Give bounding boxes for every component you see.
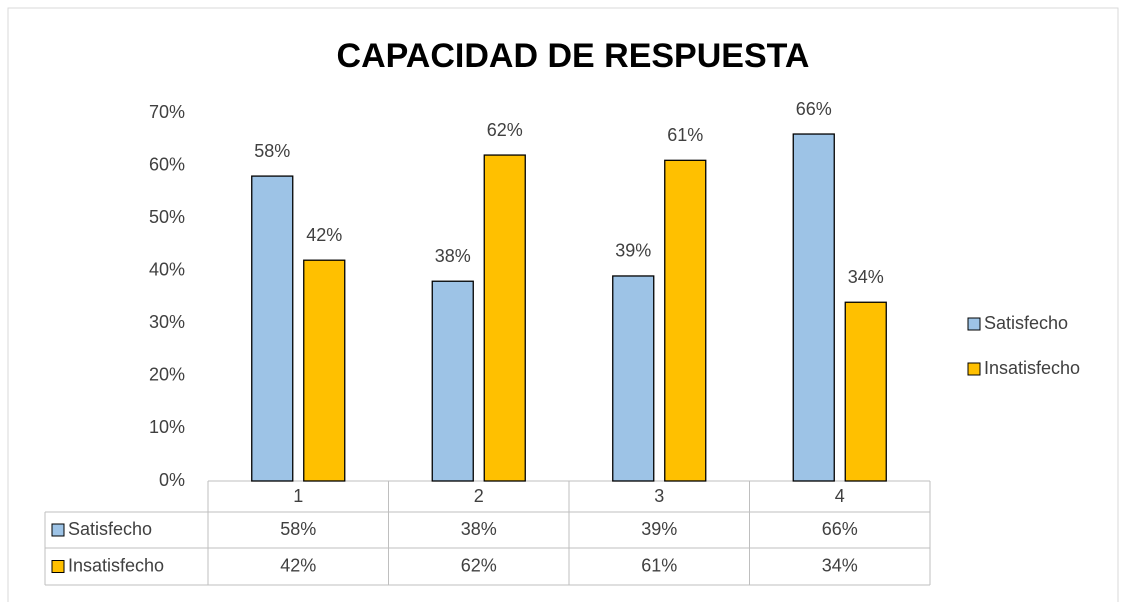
- y-tick-label: 50%: [149, 207, 185, 227]
- y-tick-label: 0%: [159, 470, 185, 490]
- y-tick-label: 60%: [149, 154, 185, 174]
- y-tick-label: 20%: [149, 365, 185, 385]
- data-label: 61%: [667, 125, 703, 145]
- data-label: 66%: [796, 99, 832, 119]
- bar: [844, 301, 887, 482]
- table-cell: 66%: [822, 519, 858, 539]
- data-label: 58%: [254, 141, 290, 161]
- bar: [303, 259, 346, 482]
- legend-key: [967, 362, 981, 376]
- bar: [612, 275, 655, 482]
- chart-border: [7, 7, 1119, 602]
- legend-label: Insatisfecho: [984, 358, 1080, 378]
- x-tick-label: 2: [474, 486, 484, 506]
- data-label: 38%: [435, 246, 471, 266]
- x-tick-label: 1: [293, 486, 303, 506]
- data-label: 42%: [306, 225, 342, 245]
- table-cell: 34%: [822, 555, 858, 575]
- bar: [483, 154, 526, 482]
- bar: [431, 280, 474, 482]
- table-cell: 39%: [641, 519, 677, 539]
- data-label: 39%: [615, 241, 651, 261]
- bar: [251, 175, 294, 482]
- y-tick-label: 30%: [149, 312, 185, 332]
- y-tick-label: 40%: [149, 259, 185, 279]
- bar: [792, 133, 835, 482]
- y-tick-label: 10%: [149, 417, 185, 437]
- legend-key: [967, 317, 981, 331]
- y-tick-label: 70%: [149, 102, 185, 122]
- table-legend-key: [51, 523, 65, 537]
- data-label: 34%: [848, 267, 884, 287]
- table-row-label: Insatisfecho: [68, 555, 164, 575]
- table-cell: 42%: [280, 555, 316, 575]
- legend-label: Satisfecho: [984, 313, 1068, 333]
- bar: [664, 159, 707, 482]
- table-row-label: Satisfecho: [68, 519, 152, 539]
- data-label: 62%: [487, 120, 523, 140]
- table-cell: 38%: [461, 519, 497, 539]
- x-tick-label: 3: [654, 486, 664, 506]
- table-cell: 61%: [641, 555, 677, 575]
- table-legend-key: [51, 560, 65, 573]
- table-cell: 62%: [461, 555, 497, 575]
- x-tick-label: 4: [835, 486, 845, 506]
- table-cell: 58%: [280, 519, 316, 539]
- chart-title: CAPACIDAD DE RESPUESTA: [337, 37, 810, 75]
